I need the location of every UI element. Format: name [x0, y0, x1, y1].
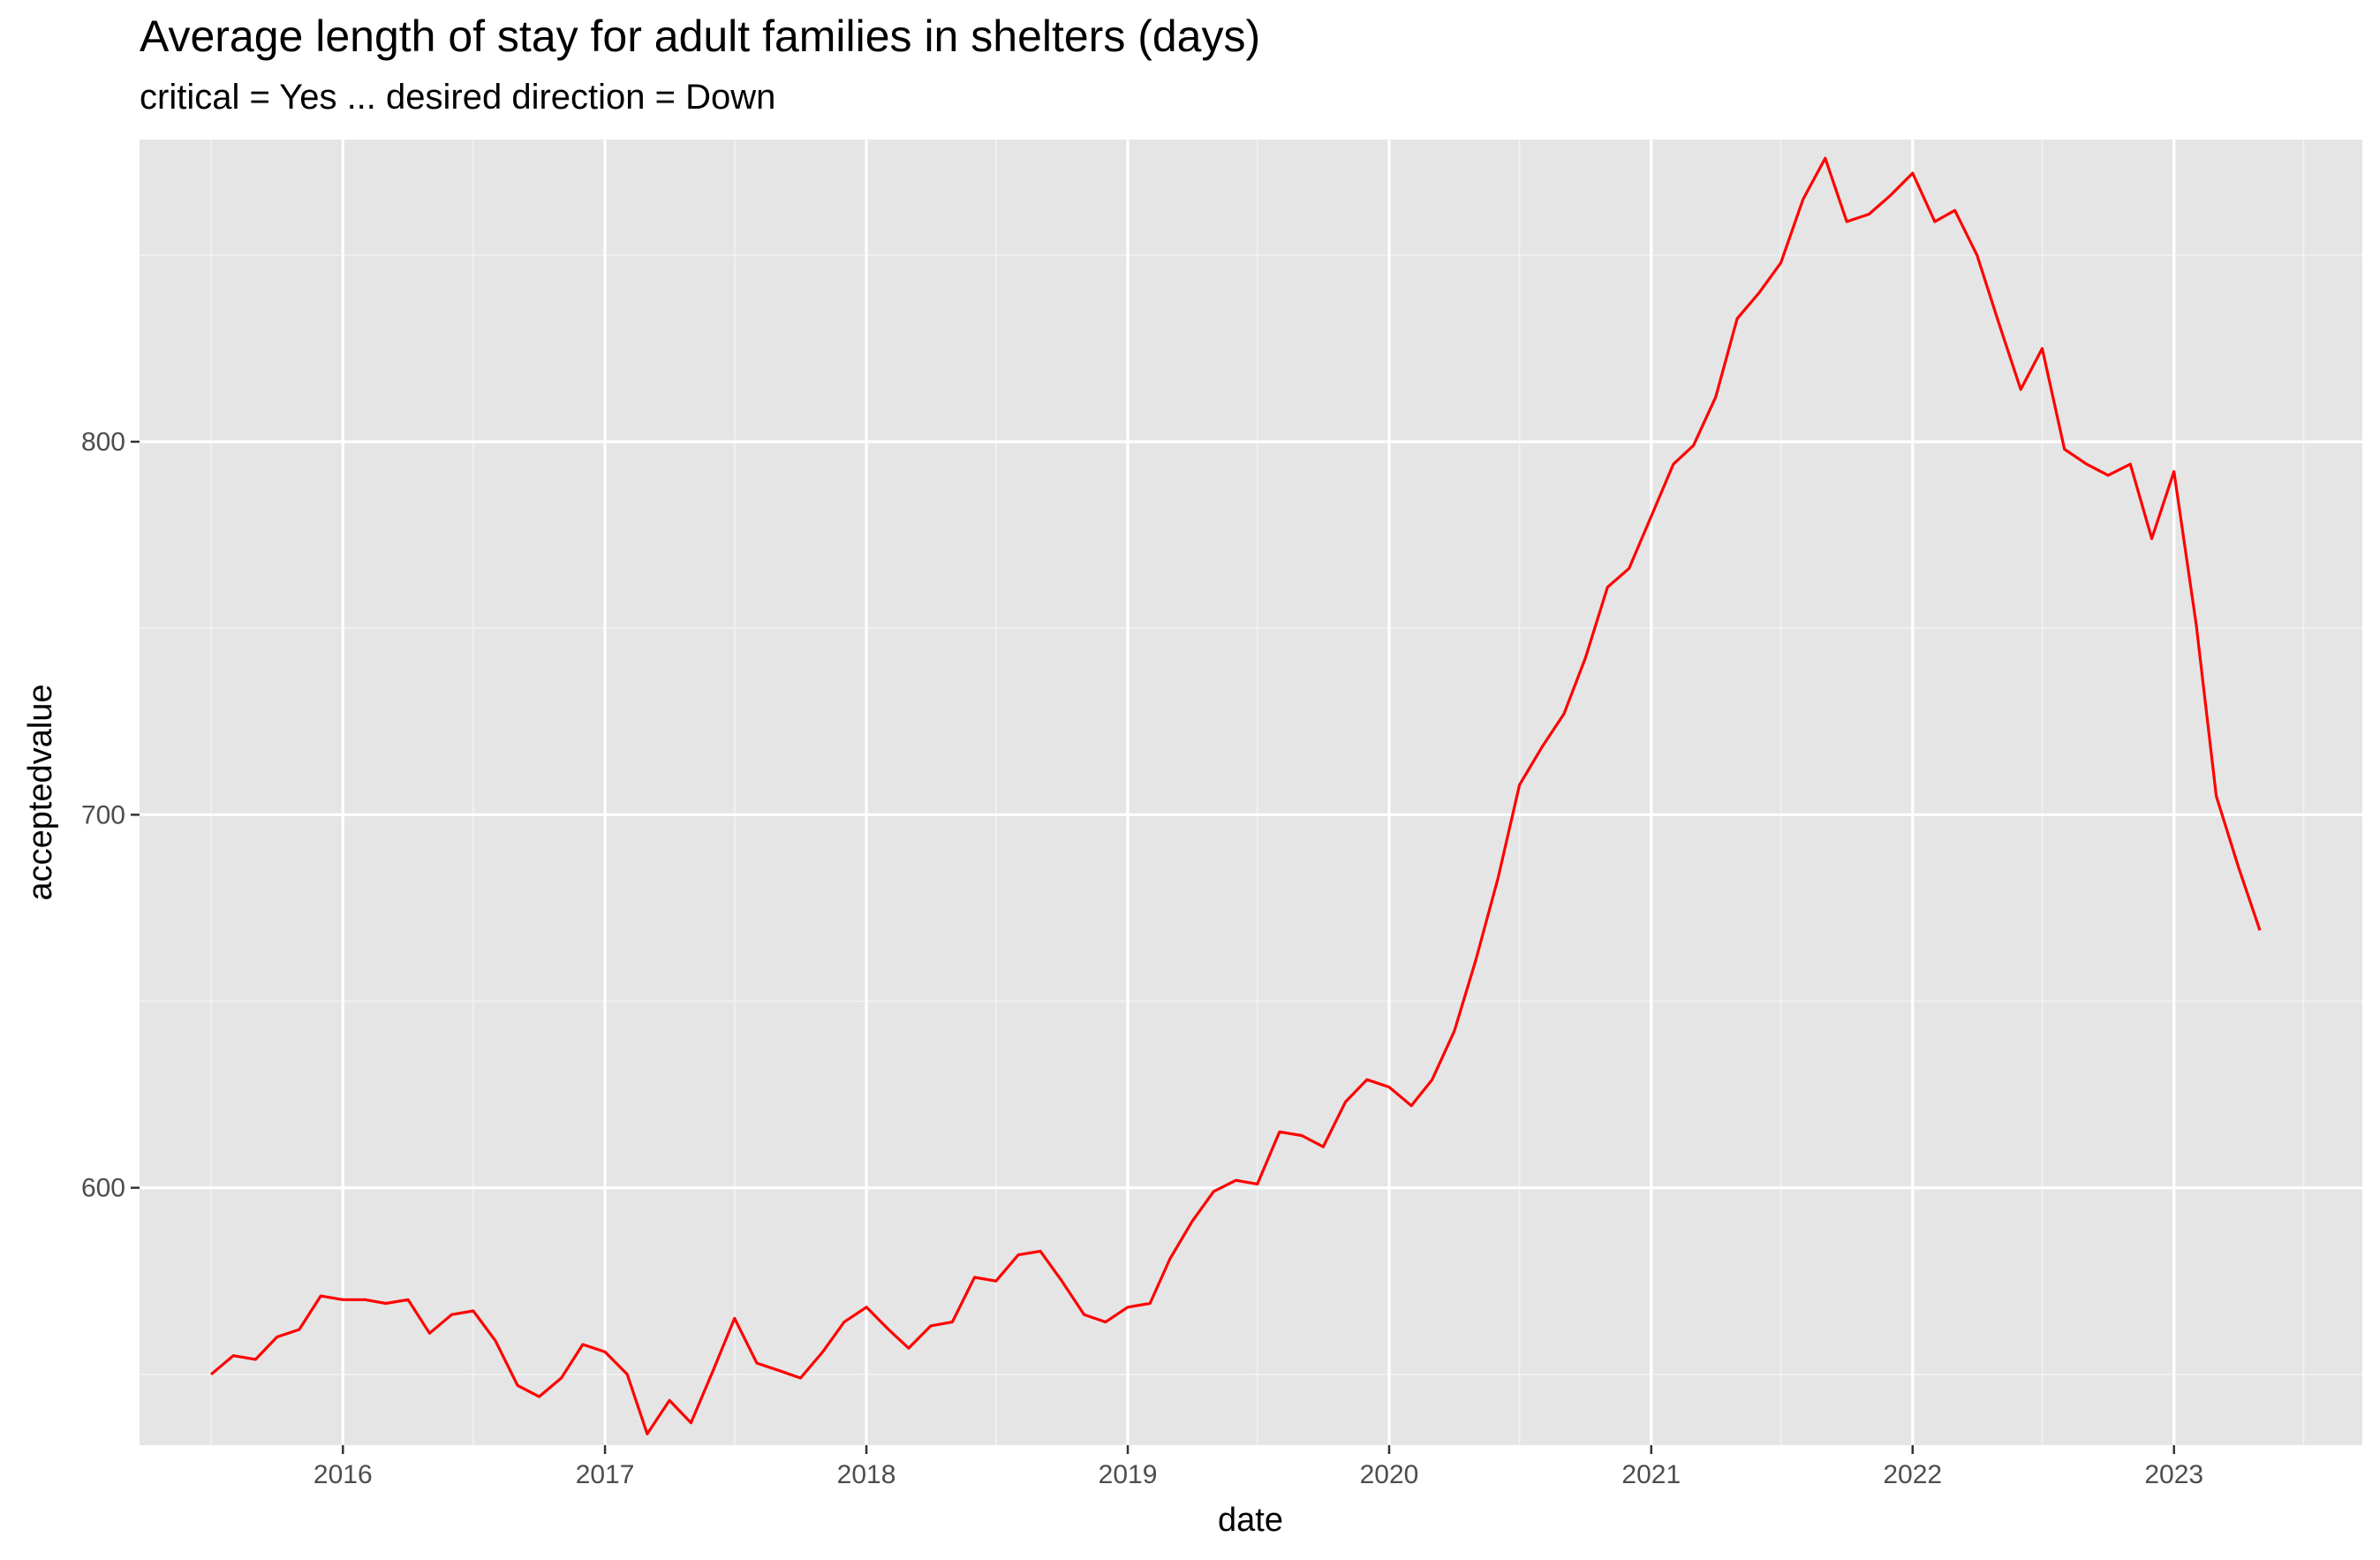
x-axis-title: date — [1218, 1502, 1283, 1539]
series-line — [210, 156, 2262, 1435]
series-layer — [210, 156, 2262, 1435]
x-tick-label: 2019 — [1099, 1460, 1158, 1489]
axis-labels: 2016 2017 2018 2019 2020 2021 2022 2023 600 700 80… — [81, 428, 2203, 1489]
y-tick-label: 600 — [81, 1174, 125, 1203]
x-tick-label: 2016 — [314, 1460, 373, 1489]
axis-ticks — [131, 440, 2175, 1454]
x-tick-label: 2020 — [1360, 1460, 1419, 1489]
y-tick-label: 800 — [81, 428, 125, 457]
y-tick-label: 700 — [81, 800, 125, 829]
major-gridlines — [140, 140, 2362, 1445]
chart-title: Average length of stay for adult familie… — [140, 11, 1261, 61]
x-tick-label: 2023 — [2144, 1460, 2203, 1489]
x-tick-label: 2018 — [837, 1460, 896, 1489]
x-tick-label: 2021 — [1621, 1460, 1681, 1489]
x-tick-label: 2022 — [1883, 1460, 1942, 1489]
minor-gridlines — [140, 140, 2362, 1445]
chart-subtitle: critical = Yes ... desired direction = D… — [140, 78, 776, 117]
y-axis-title: acceptedvalue — [22, 684, 59, 900]
plot-panel — [140, 140, 2362, 1445]
x-tick-label: 2017 — [576, 1460, 635, 1489]
